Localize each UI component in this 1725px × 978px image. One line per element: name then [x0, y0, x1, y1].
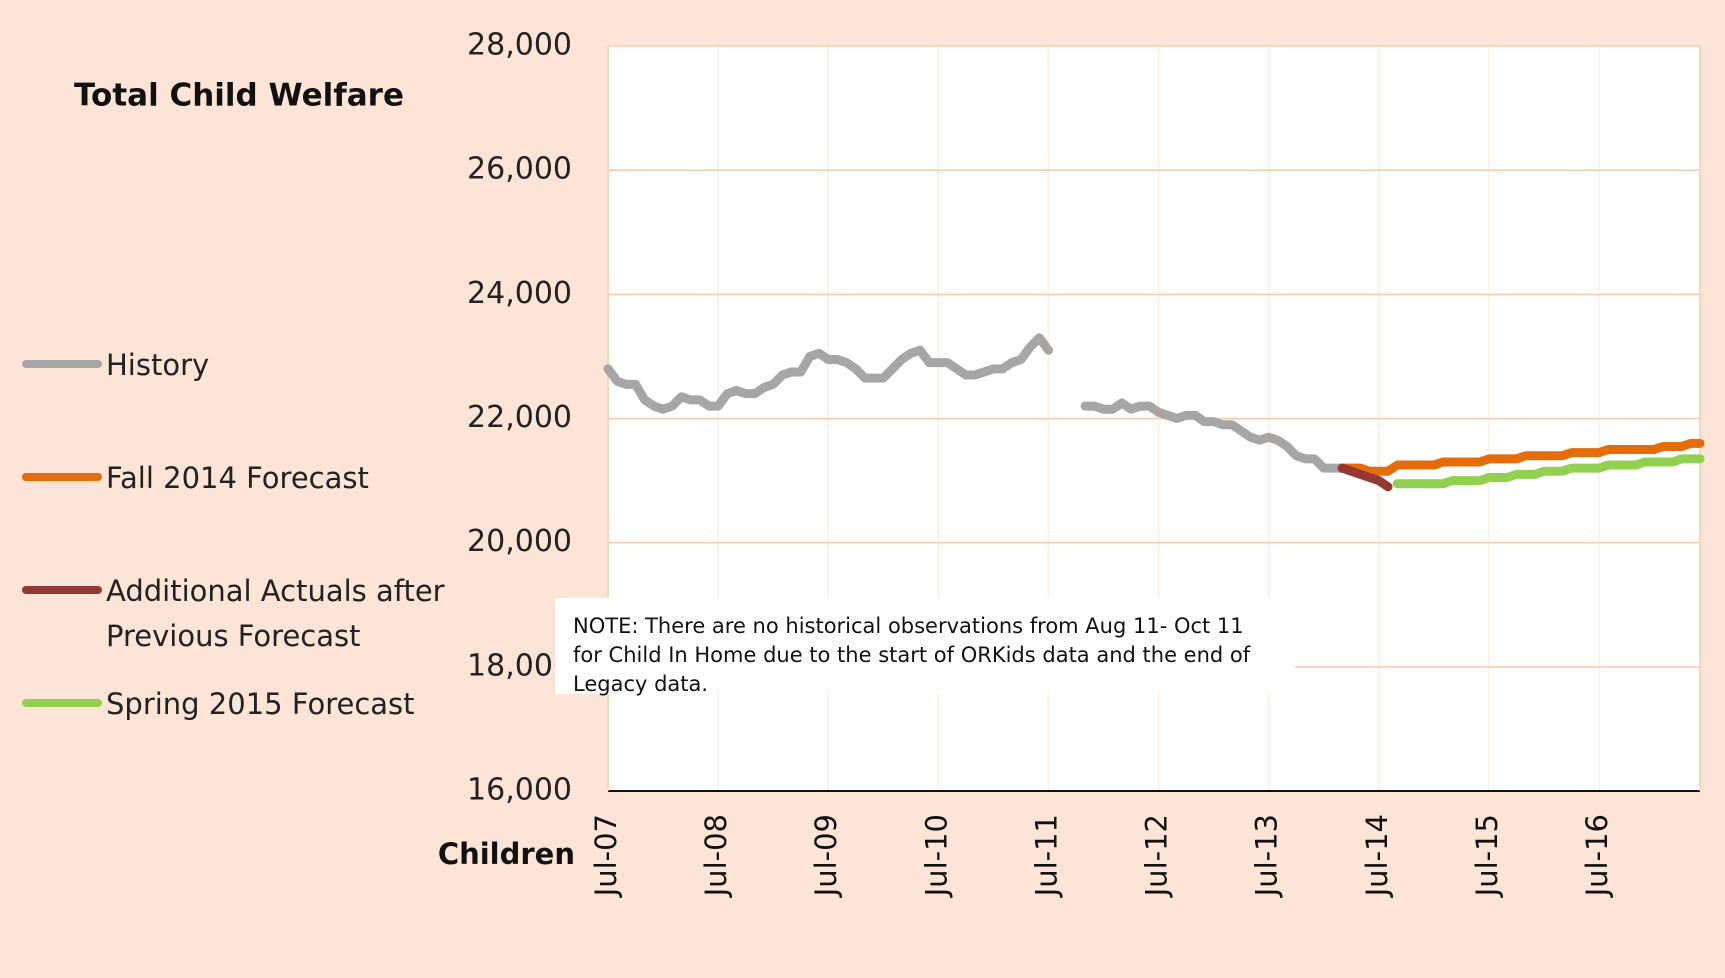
x-tick-label: Jul-15 [1470, 814, 1504, 898]
x-tick-label: Jul-14 [1360, 814, 1394, 898]
legend-item: History [22, 343, 482, 388]
x-tick-label: Jul-13 [1250, 814, 1284, 898]
legend-item: Fall 2014 Forecast [22, 456, 482, 501]
x-tick-label: Jul-16 [1580, 814, 1614, 898]
legend-label: Fall 2014 Forecast [106, 461, 369, 495]
y-tick-label: 22,000 [467, 400, 572, 435]
y-tick-label: 16,000 [467, 773, 572, 808]
legend-item: Additional Actuals after Previous Foreca… [22, 569, 482, 659]
legend-swatch [22, 473, 102, 481]
legend-label: Spring 2015 Forecast [106, 687, 415, 721]
note: NOTE: There are no historical observatio… [555, 598, 1295, 696]
x-tick-label: Jul-08 [699, 814, 733, 898]
y-tick-label: 20,000 [467, 524, 572, 559]
series-line [1337, 438, 1705, 476]
x-tick-label: Jul-10 [919, 814, 953, 898]
x-tick-label: Jul-09 [809, 814, 843, 898]
y-tick-label: 18,000 [467, 648, 572, 683]
chart-title: Total Child Welfare [74, 78, 404, 114]
legend-swatch [22, 360, 102, 368]
legend-item: Spring 2015 Forecast [22, 682, 482, 727]
legend-label: Additional Actuals after Previous Foreca… [106, 574, 445, 653]
legend-swatch [22, 699, 102, 707]
series-line [1392, 454, 1705, 489]
legend-label: History [106, 348, 210, 382]
x-tick-label: Jul-11 [1029, 814, 1063, 898]
x-tick-label: Jul-12 [1140, 814, 1174, 898]
y-tick-label: 26,000 [467, 152, 572, 187]
series-line [603, 333, 1347, 473]
y-axis-label: Children [438, 837, 575, 871]
series-line [1337, 463, 1393, 492]
x-tick-label: Jul-07 [589, 814, 623, 898]
y-tick-label: 24,000 [467, 276, 572, 311]
legend-swatch [22, 586, 102, 594]
y-tick-label: 28,000 [467, 28, 572, 63]
